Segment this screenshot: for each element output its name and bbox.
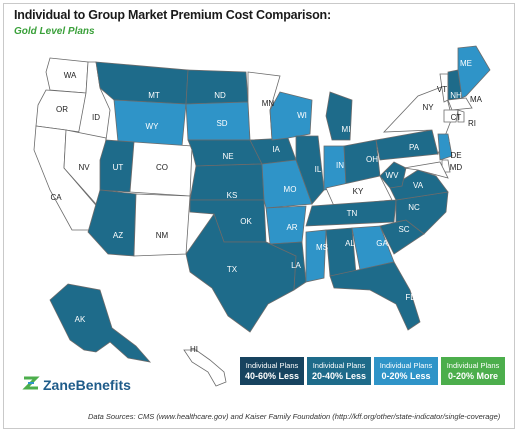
state-label-ia: IA — [272, 145, 280, 154]
map-title: Individual to Group Market Premium Cost … — [14, 8, 331, 22]
legend-item-line1: Individual Plans — [446, 361, 500, 370]
state-label-ms: MS — [316, 243, 328, 252]
legend-item: Individual Plans 0-20% More — [441, 357, 505, 385]
state-label-al: AL — [345, 239, 355, 248]
state-label-me: ME — [460, 59, 472, 68]
state-label-wy: WY — [146, 122, 160, 131]
state-me — [457, 45, 491, 99]
legend-item-line2: 0-20% More — [447, 371, 499, 381]
state-label-vt: VT — [437, 85, 447, 94]
state-ut — [99, 139, 135, 193]
state-label-ga: GA — [376, 239, 388, 248]
state-label-ar: AR — [286, 223, 297, 232]
state-label-nm: NM — [156, 231, 169, 240]
state-label-ri: RI — [468, 119, 476, 128]
state-label-mi: MI — [342, 125, 351, 134]
state-label-wa: WA — [64, 71, 77, 80]
state-la — [265, 241, 307, 291]
state-md — [403, 161, 449, 179]
state-label-ut: UT — [113, 163, 124, 172]
state-label-pa: PA — [409, 143, 420, 152]
state-label-mn: MN — [262, 99, 275, 108]
state-nm — [133, 193, 191, 257]
state-label-co: CO — [156, 163, 168, 172]
state-label-ks: KS — [227, 191, 238, 200]
state-label-il: IL — [315, 165, 322, 174]
state-wv — [379, 161, 407, 189]
legend-item-line2: 20-40% Less — [311, 371, 367, 381]
legend-item: Individual Plans 20-40% Less — [307, 357, 371, 385]
legend-item: Individual Plans 40-60% Less — [240, 357, 304, 385]
state-label-tn: TN — [347, 209, 358, 218]
state-label-id: ID — [92, 113, 100, 122]
legend-item-line2: 40-60% Less — [244, 371, 300, 381]
state-label-ny: NY — [422, 103, 434, 112]
legend-item-line1: Individual Plans — [379, 361, 433, 370]
state-label-la: LA — [291, 261, 301, 270]
state-wi — [269, 91, 313, 141]
state-tn — [305, 199, 397, 227]
state-label-va: VA — [413, 181, 424, 190]
state-al — [325, 227, 357, 277]
state-label-in: IN — [336, 161, 344, 170]
state-label-or: OR — [56, 105, 68, 114]
data-source-note: Data Sources: CMS (www.healthcare.gov) a… — [88, 412, 501, 421]
state-label-fl: FL — [405, 293, 415, 302]
state-label-oh: OH — [366, 155, 378, 164]
state-label-tx: TX — [227, 265, 238, 274]
state-label-de: DE — [450, 151, 461, 160]
state-label-nv: NV — [78, 163, 90, 172]
state-label-ak: AK — [75, 315, 86, 324]
legend-item: Individual Plans 0-20% Less — [374, 357, 438, 385]
state-label-ok: OK — [240, 217, 252, 226]
state-mt — [95, 61, 189, 105]
brand-logo: ZaneBenefits — [22, 375, 131, 394]
state-label-md: MD — [450, 163, 463, 172]
state-pa — [375, 129, 439, 161]
state-label-az: AZ — [113, 231, 123, 240]
state-label-wv: WV — [386, 171, 400, 180]
map-subtitle: Gold Level Plans — [14, 26, 95, 37]
state-label-ca: CA — [50, 193, 62, 202]
state-label-ky: KY — [353, 187, 364, 196]
legend-item-line1: Individual Plans — [245, 361, 299, 370]
state-label-mo: MO — [284, 185, 297, 194]
state-label-nc: NC — [408, 203, 420, 212]
state-label-ma: MA — [470, 95, 483, 104]
state-label-wi: WI — [297, 111, 307, 120]
state-label-ct: CT — [451, 113, 462, 122]
legend-item-line2: 0-20% Less — [381, 371, 431, 381]
state-label-hi: HI — [190, 345, 198, 354]
state-ak — [49, 283, 152, 363]
state-label-sd: SD — [216, 119, 227, 128]
state-il — [295, 135, 325, 205]
legend: Individual Plans 40-60% Less Individual Pl… — [240, 357, 505, 385]
state-ma — [447, 97, 473, 111]
state-mi — [325, 91, 353, 141]
state-label-mt: MT — [148, 91, 160, 100]
state-hi — [183, 349, 227, 387]
state-label-nh: NH — [450, 91, 462, 100]
state-label-sc: SC — [398, 225, 409, 234]
state-ms — [305, 229, 327, 283]
state-label-nd: ND — [214, 91, 226, 100]
state-nj — [437, 133, 453, 161]
state-label-nj: NJ — [449, 135, 459, 144]
state-ri — [457, 109, 465, 123]
state-va — [389, 169, 449, 201]
brand-name: ZaneBenefits — [43, 376, 131, 393]
state-ct — [443, 109, 459, 123]
state-fl — [329, 261, 421, 331]
legend-item-line1: Individual Plans — [312, 361, 366, 370]
zane-logo-icon — [22, 375, 40, 394]
state-label-ne: NE — [222, 152, 233, 161]
state-mo — [261, 159, 313, 209]
